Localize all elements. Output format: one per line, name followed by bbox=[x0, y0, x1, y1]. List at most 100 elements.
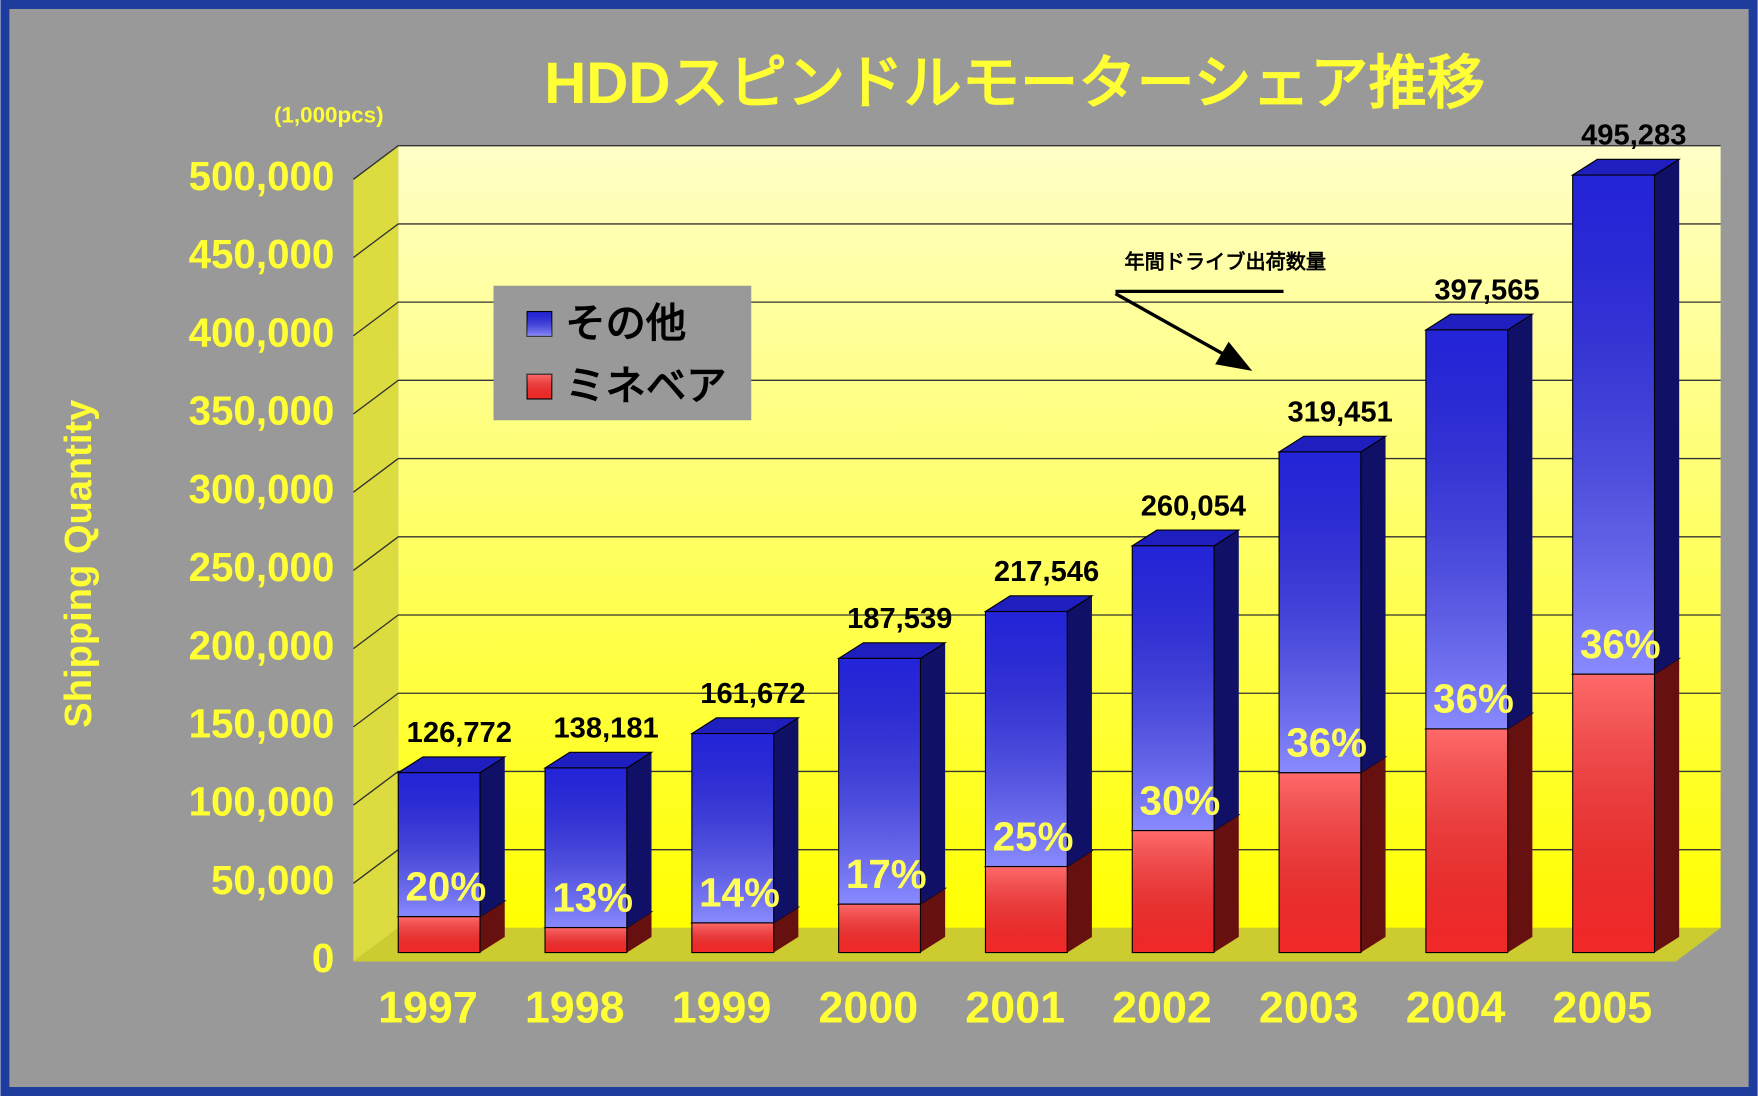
share-label: 14% bbox=[699, 870, 780, 916]
bar-shade bbox=[1425, 728, 1509, 954]
bar-shade bbox=[838, 657, 922, 905]
bar-shade bbox=[1572, 673, 1656, 954]
share-label: 20% bbox=[406, 863, 487, 909]
share-label: 30% bbox=[1140, 777, 1221, 823]
x-tick-label: 2001 bbox=[965, 983, 1065, 1033]
y-tick-label: 450,000 bbox=[189, 231, 335, 277]
bar-side-shade bbox=[1067, 595, 1092, 867]
y-tick-label: 50,000 bbox=[211, 857, 334, 903]
bar-side-shade bbox=[480, 900, 505, 953]
bar-top bbox=[691, 717, 799, 734]
bar-shade bbox=[838, 903, 922, 954]
bar-side-shade bbox=[1214, 814, 1239, 953]
y-tick-label: 150,000 bbox=[189, 701, 335, 747]
legend-swatch-shade bbox=[527, 374, 552, 399]
bar-top bbox=[1572, 159, 1680, 176]
bar-shade bbox=[1278, 772, 1362, 954]
x-tick-label: 1997 bbox=[378, 983, 478, 1033]
total-label: 161,672 bbox=[700, 678, 805, 710]
bar-shade bbox=[1425, 329, 1509, 730]
bar-side-shade bbox=[1654, 159, 1680, 675]
x-tick-label: 2003 bbox=[1259, 983, 1359, 1033]
bar-side-shade bbox=[1067, 850, 1092, 953]
y-tick-label: 500,000 bbox=[189, 153, 335, 199]
x-tick-label: 1999 bbox=[672, 983, 772, 1033]
bars: 20% 126,772 1997 13% 138,181 1998 14% 161,672 19… bbox=[378, 120, 1686, 1033]
chart-title: HDDスピンドルモーターシェア推移 bbox=[544, 51, 1485, 116]
legend-label: ミネベア bbox=[565, 363, 726, 409]
annotation: 年間ドライブ出荷数量 bbox=[1125, 250, 1327, 274]
share-label: 25% bbox=[993, 813, 1074, 859]
bar-side-shade bbox=[1360, 756, 1386, 953]
bar-top bbox=[1132, 530, 1239, 546]
bar-side-shade bbox=[1507, 713, 1533, 953]
legend-label: その他 bbox=[565, 300, 686, 346]
bar-side-shade bbox=[920, 642, 946, 905]
y-tick-label: 200,000 bbox=[189, 622, 335, 668]
bar-top bbox=[985, 595, 1092, 612]
bar-shade bbox=[691, 732, 775, 924]
bar-shade bbox=[1278, 451, 1362, 774]
bar-shade bbox=[984, 610, 1068, 868]
bar-side-shade bbox=[773, 717, 799, 923]
bar-shade bbox=[691, 922, 775, 954]
x-tick-label: 1998 bbox=[525, 983, 625, 1033]
bar-side-shade bbox=[1507, 314, 1533, 729]
bar-side-shade bbox=[1360, 436, 1386, 773]
bar-shade bbox=[1131, 829, 1215, 954]
grid-line bbox=[353, 301, 1721, 337]
bar-top bbox=[545, 752, 652, 768]
unit-label: (1,000pcs) bbox=[274, 102, 384, 127]
bar-side-shade bbox=[1654, 658, 1680, 953]
share-label: 36% bbox=[1286, 719, 1367, 765]
annotation-arrow bbox=[1114, 289, 1284, 371]
bar-shade bbox=[544, 926, 628, 954]
bar-top bbox=[1425, 314, 1533, 330]
bar-side-shade bbox=[626, 911, 652, 953]
y-tick-label: 350,000 bbox=[189, 388, 335, 434]
bar-side-shade bbox=[480, 756, 505, 917]
share-label: 36% bbox=[1580, 621, 1661, 667]
total-label: 319,451 bbox=[1288, 397, 1393, 429]
share-label: 17% bbox=[846, 851, 927, 897]
bar-top bbox=[398, 756, 505, 773]
bar-shade bbox=[397, 772, 481, 918]
bar-side-shade bbox=[626, 752, 652, 928]
total-label: 260,054 bbox=[1141, 490, 1247, 522]
bar-top bbox=[838, 642, 946, 659]
total-label: 397,565 bbox=[1434, 274, 1539, 306]
bar-side-shade bbox=[1214, 530, 1239, 831]
bar-side-shade bbox=[773, 907, 799, 953]
bar-top bbox=[1279, 436, 1386, 452]
bar-shade bbox=[1572, 174, 1656, 675]
share-label: 36% bbox=[1433, 676, 1514, 722]
bar-side-shade bbox=[920, 888, 946, 953]
grid-line bbox=[353, 379, 1721, 415]
total-label: 187,539 bbox=[847, 603, 952, 635]
bar-shade bbox=[1131, 545, 1215, 832]
legend-swatch-shade bbox=[527, 311, 552, 337]
bar-shade bbox=[544, 767, 628, 929]
x-tick-label: 2004 bbox=[1406, 983, 1506, 1033]
y-tick-label: 250,000 bbox=[189, 544, 335, 590]
grid-line bbox=[353, 145, 1721, 180]
grid-line bbox=[353, 223, 1721, 259]
total-label: 217,546 bbox=[994, 556, 1099, 588]
total-label: 495,283 bbox=[1581, 120, 1686, 152]
bar-shade bbox=[984, 865, 1068, 954]
y-tick-label: 300,000 bbox=[189, 466, 335, 512]
y-tick-label: 400,000 bbox=[189, 309, 335, 355]
bar-shade bbox=[397, 916, 481, 954]
y-tick-label: 100,000 bbox=[189, 779, 335, 825]
total-label: 138,181 bbox=[553, 713, 658, 745]
total-label: 126,772 bbox=[407, 717, 512, 749]
x-tick-label: 2000 bbox=[819, 983, 919, 1033]
y-axis-title: Shipping Quantity bbox=[58, 400, 100, 728]
x-tick-label: 2005 bbox=[1553, 983, 1653, 1033]
x-tick-label: 2002 bbox=[1112, 983, 1212, 1033]
share-label: 13% bbox=[552, 874, 633, 920]
y-tick-label: 0 bbox=[312, 935, 334, 981]
